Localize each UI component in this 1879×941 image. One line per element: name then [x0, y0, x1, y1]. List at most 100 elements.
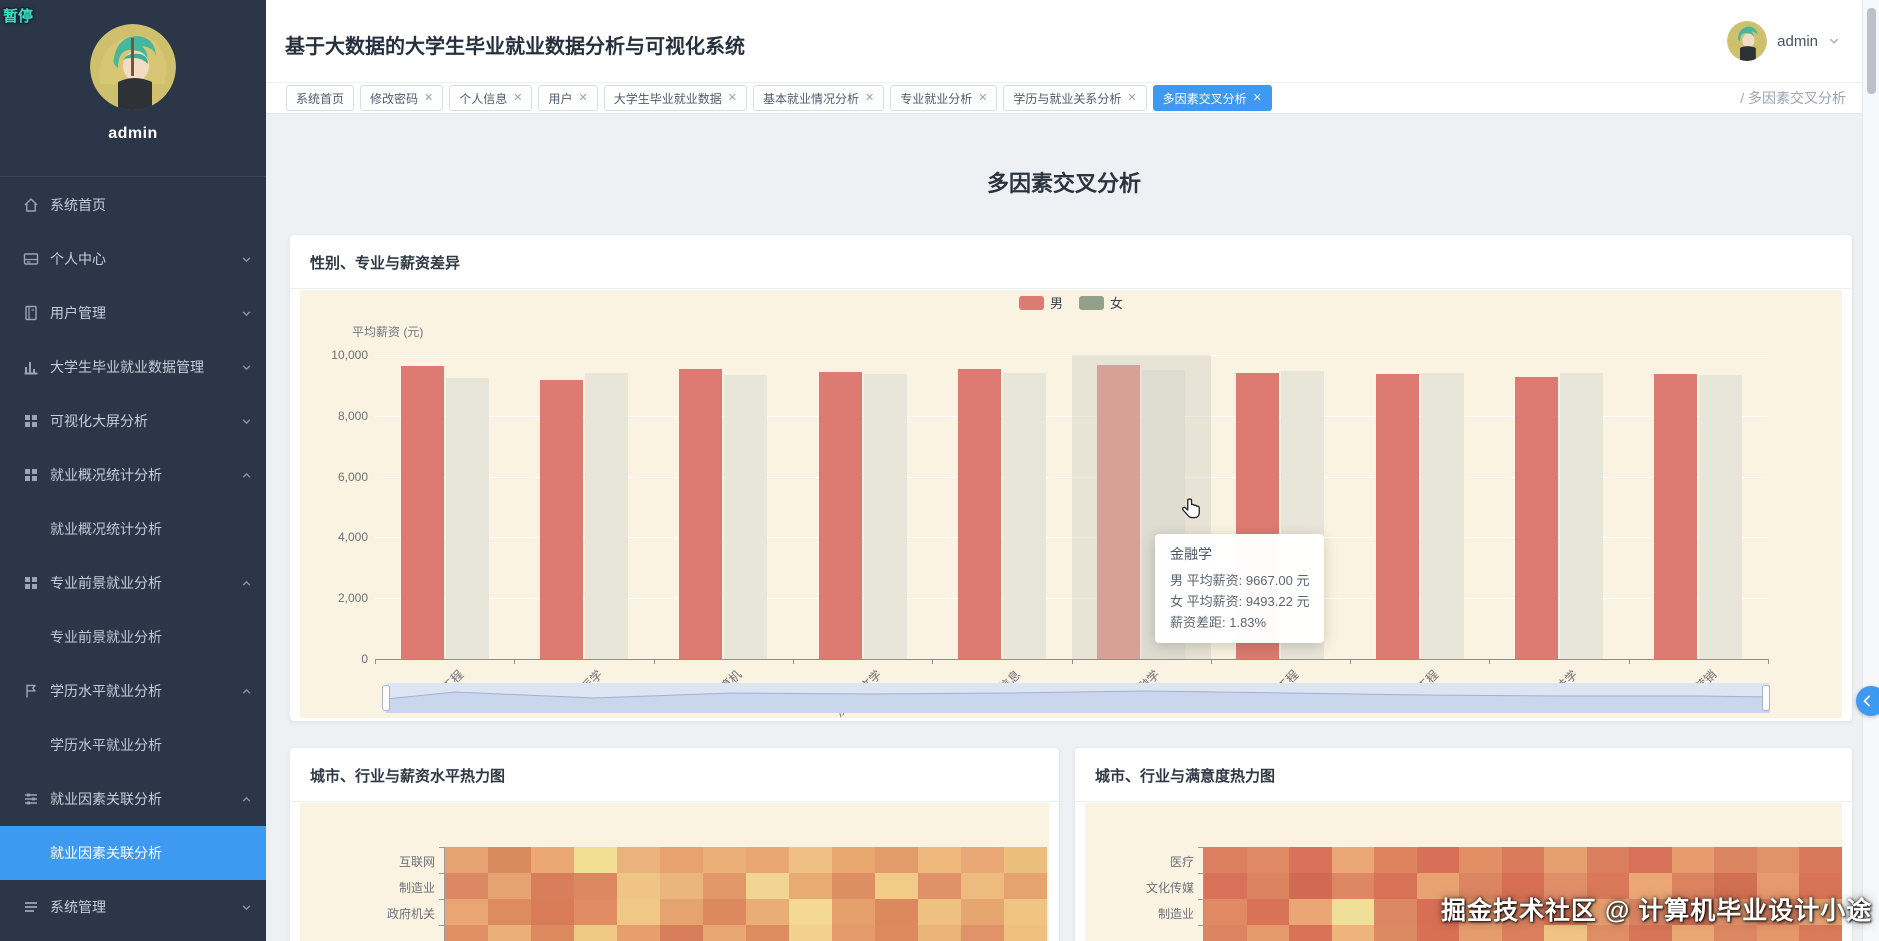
heatmap-cell[interactable]	[1204, 847, 1247, 873]
heatmap-cell[interactable]	[703, 847, 746, 873]
heatmap-cell[interactable]	[531, 847, 574, 873]
bar-男-7[interactable]	[1375, 374, 1419, 659]
heatmap-cell[interactable]	[1416, 925, 1459, 941]
heatmap-cell[interactable]	[1331, 925, 1374, 941]
heatmap-cell[interactable]	[488, 847, 531, 873]
heatmap-cell[interactable]	[1756, 925, 1799, 941]
sidebar-item-0[interactable]: 系统首页	[0, 178, 266, 232]
heatmap-cell[interactable]	[1246, 873, 1289, 899]
heatmap-cell[interactable]	[789, 847, 832, 873]
heatmap-cell[interactable]	[746, 925, 789, 941]
heatmap-cell[interactable]	[1204, 899, 1247, 925]
heatmap-cell[interactable]	[1459, 847, 1502, 873]
heatmap-cell[interactable]	[488, 899, 531, 925]
heatmap-cell[interactable]	[789, 873, 832, 899]
sidebar-item-7[interactable]: 学历水平就业分析	[0, 664, 266, 718]
tab-close-icon[interactable]: ✕	[424, 91, 434, 104]
heatmap-cell[interactable]	[1331, 847, 1374, 873]
heatmap-cell[interactable]	[961, 899, 1004, 925]
heatmap-cell[interactable]	[660, 847, 703, 873]
heatmap-cell[interactable]	[445, 847, 488, 873]
heatmap-cell[interactable]	[1289, 925, 1332, 941]
heatmap-cell[interactable]	[1714, 925, 1757, 941]
heatmap-cell[interactable]	[703, 925, 746, 941]
tab-close-icon[interactable]: ✕	[1252, 91, 1262, 104]
heatmap-cell[interactable]	[531, 925, 574, 941]
heatmap-cell[interactable]	[1204, 925, 1247, 941]
tab-8[interactable]: 多因素交叉分析 ✕	[1152, 85, 1272, 111]
heatmap-cell[interactable]	[703, 899, 746, 925]
heatmap-cell[interactable]	[1289, 899, 1332, 925]
tab-1[interactable]: 修改密码 ✕	[360, 85, 444, 111]
sidebar-item-4[interactable]: 可视化大屏分析	[0, 394, 266, 448]
heatmap-cell[interactable]	[1756, 873, 1799, 899]
scrollbar-thumb[interactable]	[1867, 8, 1876, 94]
heatmap-cell[interactable]	[746, 873, 789, 899]
sidebar-subitem-7-0[interactable]: 学历水平就业分析	[50, 737, 162, 753]
heatmap-cell[interactable]	[1204, 873, 1247, 899]
heatmap-cell[interactable]	[1374, 925, 1417, 941]
heatmap-cell[interactable]	[918, 925, 961, 941]
bar-女-9[interactable]	[1699, 375, 1743, 659]
heatmap-cell[interactable]	[1799, 899, 1842, 925]
legend-item-1[interactable]: 女	[1079, 293, 1123, 312]
heatmap-cell[interactable]	[1629, 847, 1672, 873]
heatmap-cell[interactable]	[617, 899, 660, 925]
heatmap-cell[interactable]	[1671, 873, 1714, 899]
heatmap-cell[interactable]	[1671, 899, 1714, 925]
heatmap-cell[interactable]	[1416, 899, 1459, 925]
bar-男-3[interactable]	[818, 371, 862, 659]
heatmap-cell[interactable]	[1246, 847, 1289, 873]
heatmap-cell[interactable]	[918, 847, 961, 873]
heatmap-cell[interactable]	[1459, 925, 1502, 941]
heatmap-cell[interactable]	[531, 899, 574, 925]
heatmap-cell[interactable]	[832, 899, 875, 925]
heatmap-cell[interactable]	[875, 873, 918, 899]
heatmap-cell[interactable]	[574, 899, 617, 925]
user-avatar[interactable]	[90, 24, 176, 110]
heatmap-cell[interactable]	[789, 899, 832, 925]
tab-2[interactable]: 个人信息 ✕	[449, 85, 533, 111]
page-scrollbar[interactable]	[1862, 0, 1879, 941]
heatmap-cell[interactable]	[1544, 899, 1587, 925]
heatmap-cell[interactable]	[1289, 847, 1332, 873]
heatmap-cell[interactable]	[660, 899, 703, 925]
heatmap-cell[interactable]	[1416, 847, 1459, 873]
heatmap-cell[interactable]	[445, 899, 488, 925]
tab-0[interactable]: 系统首页	[286, 85, 355, 111]
heatmap-cell[interactable]	[1799, 873, 1842, 899]
heatmap-cell[interactable]	[875, 899, 918, 925]
heatmap-cell[interactable]	[531, 873, 574, 899]
heatmap-cell[interactable]	[832, 873, 875, 899]
heatmap-cell[interactable]	[918, 899, 961, 925]
bar-女-2[interactable]	[724, 375, 768, 659]
bar-女-0[interactable]	[445, 377, 489, 659]
legend-item-0[interactable]: 男	[1018, 293, 1063, 312]
tab-close-icon[interactable]: ✕	[1127, 91, 1137, 104]
heatmap-cell[interactable]	[1004, 899, 1047, 925]
heatmap-cell[interactable]	[1501, 899, 1544, 925]
heatmap-cell[interactable]	[617, 873, 660, 899]
heatmap-cell[interactable]	[961, 873, 1004, 899]
heatmap-cell[interactable]	[574, 847, 617, 873]
heatmap-cell[interactable]	[617, 847, 660, 873]
datazoom-slider[interactable]	[385, 683, 1771, 713]
heatmap-cell[interactable]	[703, 873, 746, 899]
bar-男-4[interactable]	[957, 369, 1001, 659]
tab-7[interactable]: 学历与就业关系分析 ✕	[1003, 85, 1147, 111]
user-menu[interactable]: admin	[1727, 21, 1840, 61]
heatmap-cell[interactable]	[1586, 925, 1629, 941]
bar-男-0[interactable]	[400, 365, 444, 659]
heatmap-cell[interactable]	[832, 847, 875, 873]
heatmap-cell[interactable]	[445, 925, 488, 941]
bar-男-1[interactable]	[539, 379, 583, 659]
bar-男-8[interactable]	[1515, 376, 1559, 659]
datazoom-handle-left[interactable]	[382, 685, 390, 711]
sidebar-item-9[interactable]: 系统管理	[0, 880, 266, 934]
heatmap-cell[interactable]	[1756, 847, 1799, 873]
bar-男-9[interactable]	[1654, 373, 1698, 659]
heatmap-cell[interactable]	[1416, 873, 1459, 899]
bar-男-5[interactable]	[1097, 365, 1141, 659]
heatmap-cell[interactable]	[1331, 899, 1374, 925]
heatmap-cell[interactable]	[1671, 925, 1714, 941]
